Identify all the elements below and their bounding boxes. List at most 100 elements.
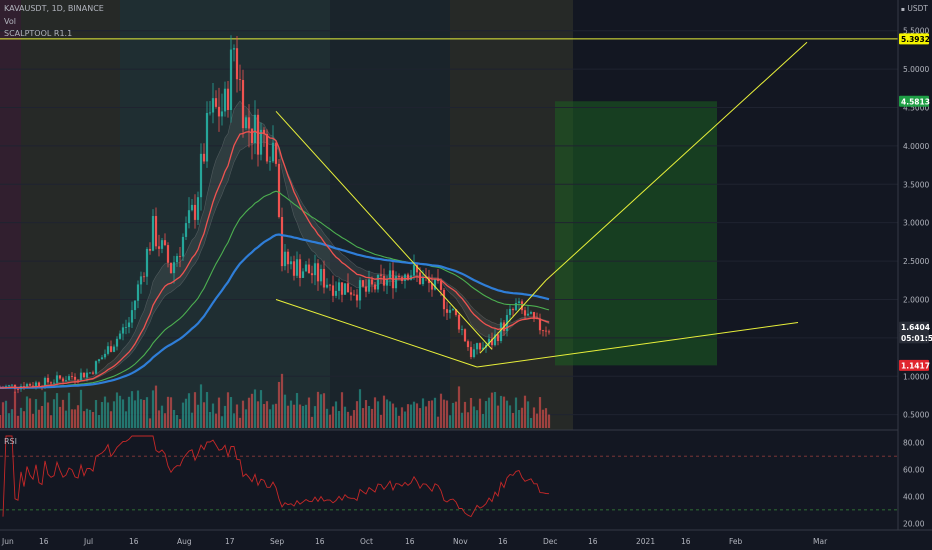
candle-body [298, 259, 302, 278]
volume-bar [214, 413, 218, 428]
symbol-title[interactable]: KAVAUSDT, 1D, BINANCE [4, 4, 104, 13]
price-tag-bg [899, 95, 929, 107]
volume-bar [520, 407, 524, 428]
volume-bar [34, 399, 38, 428]
candle-body [46, 377, 50, 383]
scalptool-indicator-label[interactable]: SCALPTOOL R1.1 [4, 29, 73, 38]
volume-bar [421, 398, 425, 428]
candle-body [97, 359, 101, 362]
volume-bar [289, 400, 293, 428]
price-tick-label: 4.0000 [903, 142, 929, 151]
volume-bar [346, 411, 350, 428]
candle-body [211, 98, 215, 113]
candle-body [160, 240, 164, 249]
volume-bar [337, 410, 341, 428]
candle-body [322, 268, 326, 288]
time-tick-label: Jul [83, 537, 93, 546]
candle-body [388, 270, 392, 279]
price-tag-label: 1.6404 [901, 323, 930, 332]
volume-bar [4, 400, 8, 428]
volume-bar [253, 389, 257, 428]
trend-line-4 [545, 41, 808, 281]
candle-body [478, 343, 482, 350]
volume-bar [355, 401, 359, 428]
volume-bar [457, 386, 461, 428]
time-tick-label: 16 [681, 537, 691, 546]
candle-body [121, 327, 125, 334]
session-band-0 [0, 0, 21, 430]
candle-body [373, 284, 377, 290]
volume-bar [148, 418, 152, 428]
volume-bar [127, 396, 131, 428]
volume-bar [469, 397, 473, 428]
volume-bar [235, 404, 239, 428]
candle-body [148, 248, 152, 251]
volume-bar [445, 400, 449, 428]
time-tick-label: 17 [225, 537, 235, 546]
price-tag-label: 5.3932 [901, 35, 930, 44]
volume-bar [493, 391, 497, 428]
candle-body [493, 334, 497, 346]
volume-bar [433, 397, 437, 428]
volume-bar [310, 416, 314, 428]
volume-bar [451, 402, 455, 428]
candle-body [382, 275, 386, 286]
volume-bar [163, 413, 167, 428]
volume-bar [547, 414, 551, 428]
time-tick-label: 16 [588, 537, 598, 546]
volume-bar [325, 408, 329, 428]
ema-fast-line [0, 130, 550, 389]
candle-body [277, 163, 281, 218]
volume-bar [190, 412, 194, 428]
price-tick-label: 5.5000 [903, 27, 929, 36]
candle-body [16, 389, 20, 390]
price-tick-label: 3.0000 [903, 219, 929, 228]
rsi-line [2, 435, 550, 518]
volume-bar [472, 406, 476, 428]
volume-bar [121, 399, 125, 428]
volume-bar [229, 397, 233, 428]
volume-bar [271, 404, 275, 428]
volume-bar [442, 399, 446, 428]
candle-body [85, 372, 89, 378]
candle-body [328, 284, 332, 286]
price-tag-bg [899, 332, 929, 344]
candle-body [247, 117, 251, 129]
volume-bar [181, 402, 185, 428]
volume-bar [514, 397, 518, 428]
volume-bar [25, 396, 29, 428]
volume-bar [340, 392, 344, 428]
time-tick-label: Nov [453, 537, 468, 546]
volume-bar [91, 412, 95, 428]
candle-body [283, 251, 287, 267]
volume-bar [247, 397, 251, 428]
volume-bar [430, 400, 434, 428]
price-tick-label: 2.0000 [903, 295, 929, 304]
rsi-tick-labels: 80.00 60.00 40.00 20.00 [903, 439, 925, 529]
volume-bar [370, 408, 374, 428]
rsi-label[interactable]: RSI [4, 437, 17, 446]
volume-bar [418, 408, 422, 428]
volume-bar [106, 402, 110, 428]
volume-bar [505, 400, 509, 428]
candle-body [232, 48, 236, 50]
candle-body [406, 274, 410, 280]
volume-bar [142, 399, 146, 428]
candle-body [439, 281, 443, 290]
candle-body [205, 112, 209, 162]
time-tick-label: 16 [498, 537, 508, 546]
candle-body [358, 280, 362, 301]
volume-bar [202, 402, 206, 428]
price-tick-label: 4.5000 [903, 104, 929, 113]
rsi-tick-label: 80.00 [903, 439, 925, 448]
candle-body [226, 88, 230, 111]
volume-indicator-label[interactable]: Vol [4, 17, 16, 26]
volume-bar [250, 393, 254, 428]
candle-body [106, 346, 110, 354]
volume-bar [61, 399, 65, 428]
volume-bar [268, 409, 272, 428]
candle-body [376, 274, 380, 290]
candle-body [154, 216, 158, 247]
candle-body [238, 79, 242, 81]
